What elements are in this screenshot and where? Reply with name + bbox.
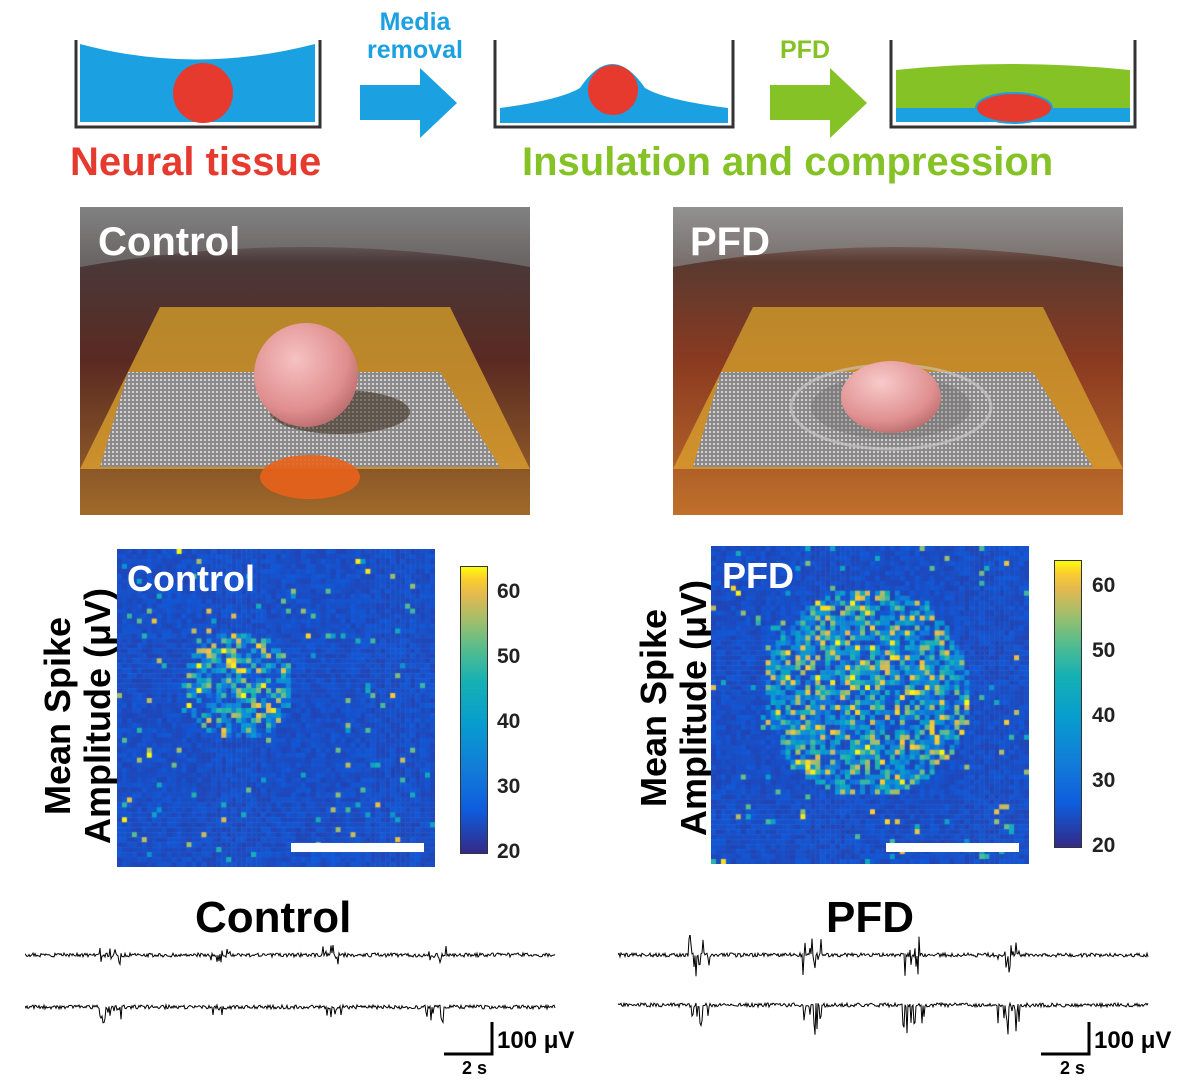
trace-pfd-channel-2 <box>618 1001 1149 1035</box>
arrow1-label-line1: Media <box>379 8 451 36</box>
cb-right-tick-30: 30 <box>1092 769 1116 792</box>
cb-right-tick-20: 20 <box>1092 834 1116 857</box>
heatmap-pfd-title: PFD <box>722 555 794 596</box>
arrow-pfd <box>770 68 867 138</box>
scale-time-control: 2 s <box>462 1058 488 1078</box>
heatmap-right-ylabel: Mean Spike Amplitude (μV) <box>633 580 714 837</box>
organoid-control <box>254 323 358 427</box>
organoid-pfd <box>841 361 941 433</box>
scale-time-pfd: 2 s <box>1060 1058 1086 1078</box>
trace-control-plot <box>25 945 556 1025</box>
container-1 <box>74 40 322 129</box>
neural-tissue-sphere <box>173 63 233 123</box>
trace-scalebar-control <box>444 1022 494 1056</box>
heatmap-control <box>117 549 435 867</box>
trace-pfd-title: PFD <box>826 893 914 942</box>
render-pfd-title: PFD <box>690 220 770 264</box>
trace-scalebar-pfd <box>1041 1022 1091 1056</box>
render-control-title: Control <box>98 220 241 264</box>
trace-control-title: Control <box>195 893 352 942</box>
arrow2-label: PFD <box>780 36 830 64</box>
cb-right-tick-60: 60 <box>1092 574 1116 597</box>
cb-left-tick-60: 60 <box>497 580 521 603</box>
heatmap-pfd <box>711 546 1029 864</box>
container-2 <box>493 40 735 129</box>
render-control <box>80 207 530 515</box>
cb-left-tick-30: 30 <box>497 775 521 798</box>
heatmap-left-ylabel: Mean Spike Amplitude (μV) <box>37 588 118 845</box>
render-pfd <box>673 207 1123 515</box>
heatmap-control-title: Control <box>127 558 255 599</box>
arrow-media-removal <box>360 68 457 138</box>
scale-bar-control <box>291 843 424 852</box>
arrow1-label-line2: removal <box>367 36 463 64</box>
cb-right-tick-40: 40 <box>1092 704 1116 727</box>
schematic-diagram <box>74 40 1137 138</box>
cb-left-tick-50: 50 <box>497 645 521 668</box>
container-3 <box>889 40 1137 129</box>
scale-amplitude-pfd: 100 μV <box>1094 1027 1172 1054</box>
insulation-compression-label: Insulation and compression <box>522 140 1054 184</box>
colorbar-control <box>460 566 488 854</box>
trace-pfd-plot <box>618 935 1149 1035</box>
trace-control-channel-2 <box>25 1003 556 1025</box>
neural-tissue-label: Neural tissue <box>70 140 322 184</box>
cb-left-tick-40: 40 <box>497 710 521 733</box>
colorbar-pfd <box>1054 560 1082 848</box>
scale-amplitude-control: 100 μV <box>497 1027 575 1054</box>
cb-right-tick-50: 50 <box>1092 639 1116 662</box>
cb-left-tick-20: 20 <box>497 840 521 863</box>
trace-pfd-channel-1 <box>618 935 1149 977</box>
trace-control-channel-1 <box>25 945 556 967</box>
scale-bar-pfd <box>886 843 1019 852</box>
tissue-sphere-exposed <box>588 65 638 115</box>
compressed-tissue <box>975 92 1053 124</box>
